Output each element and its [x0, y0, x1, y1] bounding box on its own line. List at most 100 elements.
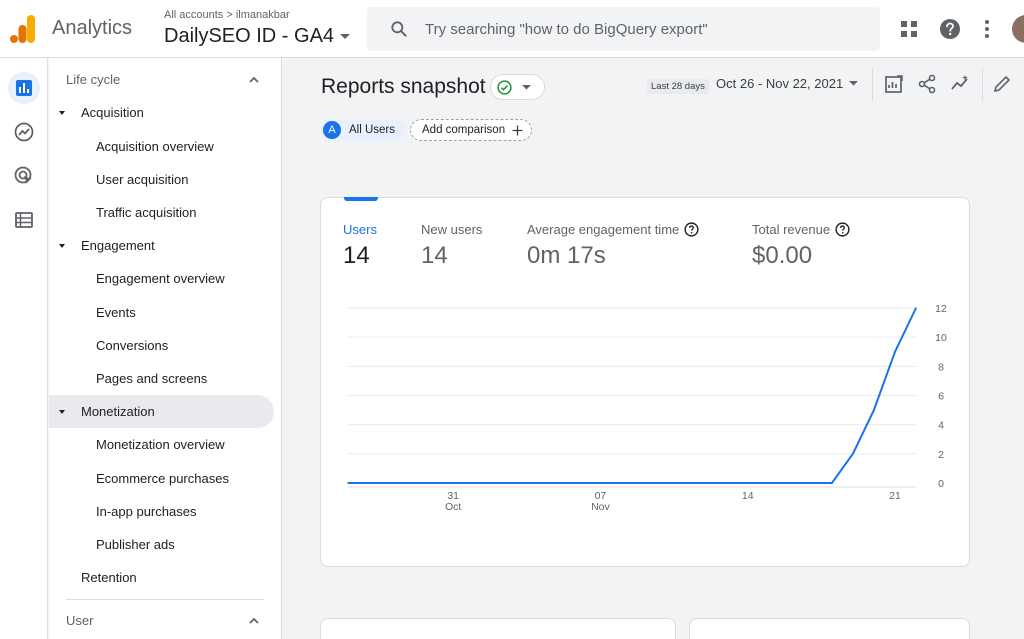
- metric-value: 14: [421, 242, 448, 269]
- search-icon: [391, 21, 407, 37]
- metric-value: $0.00: [752, 242, 813, 269]
- share-icon[interactable]: [917, 74, 937, 94]
- data-point: [536, 482, 539, 484]
- data-point: [557, 482, 560, 484]
- data-point: [641, 482, 644, 484]
- metric-tab-avg-engagement-time[interactable]: Average engagement time 0m 17s: [527, 222, 699, 270]
- nav-item-pages-and-screens[interactable]: Pages and screens: [96, 371, 208, 386]
- metric-tab-users[interactable]: Users 14: [343, 222, 377, 270]
- metric-tab-new-users[interactable]: New users 14: [421, 222, 482, 270]
- metric-label: Total revenue: [752, 222, 831, 237]
- data-point: [810, 482, 812, 484]
- nav-group-engagement[interactable]: Engagement: [49, 229, 274, 262]
- metric-label: Average engagement time: [527, 222, 680, 237]
- nav-divider: [66, 599, 264, 600]
- reports-nav-button[interactable]: [8, 72, 40, 104]
- advertising-nav-button[interactable]: [8, 160, 40, 192]
- data-point: [852, 453, 854, 455]
- chevron-up-icon[interactable]: [247, 73, 261, 87]
- data-point: [368, 482, 370, 484]
- segment-chip-all-users[interactable]: A All Users: [321, 119, 406, 141]
- y-tick-label: 10: [935, 332, 947, 344]
- report-status-dropdown[interactable]: [490, 74, 545, 100]
- data-point: [662, 482, 665, 484]
- add-comparison-label: Add comparison: [422, 124, 506, 136]
- selected-metric-indicator: [344, 197, 378, 201]
- search-input[interactable]: [425, 20, 845, 38]
- page-title: Reports snapshot: [321, 75, 486, 98]
- nav-item-conversions[interactable]: Conversions: [96, 338, 169, 353]
- caret-down-icon: [59, 243, 65, 248]
- y-tick-label: 6: [938, 391, 944, 403]
- nav-group-label: Acquisition: [81, 105, 144, 120]
- nav-item-monetization-overview[interactable]: Monetization overview: [96, 437, 225, 452]
- add-comparison-button[interactable]: Add comparison: [410, 119, 533, 141]
- app-title: Analytics: [52, 17, 133, 39]
- caret-down-icon: [59, 409, 65, 414]
- data-point: [683, 482, 686, 484]
- data-point: [873, 409, 875, 411]
- x-tick-day: 14: [742, 490, 754, 502]
- user-avatar[interactable]: [1012, 15, 1024, 43]
- nav-group-acquisition[interactable]: Acquisition: [49, 96, 274, 129]
- account-breadcrumb[interactable]: All accounts > ilmanakbar: [164, 9, 290, 21]
- nav-item-events[interactable]: Events: [96, 305, 136, 320]
- nav-item-ecommerce-purchases[interactable]: Ecommerce purchases: [96, 471, 229, 486]
- edit-pencil-icon[interactable]: [992, 74, 1012, 94]
- nav-item-traffic-acquisition[interactable]: Traffic acquisition: [96, 205, 197, 220]
- date-range-picker[interactable]: Oct 26 - Nov 22, 2021: [716, 76, 859, 91]
- nav-item-acquisition-overview[interactable]: Acquisition overview: [96, 139, 214, 154]
- dropdown-arrow-icon: [849, 81, 859, 86]
- help-icon[interactable]: [939, 18, 961, 40]
- y-tick-label: 4: [938, 420, 944, 432]
- left-rail: [0, 58, 48, 639]
- metric-tab-total-revenue[interactable]: Total revenue $0.00: [752, 222, 850, 270]
- nav-section-lifecycle[interactable]: Life cycle: [66, 72, 121, 87]
- data-point: [831, 482, 833, 484]
- data-point: [347, 482, 349, 484]
- y-tick-label: 0: [938, 478, 944, 490]
- y-tick-label: 8: [938, 361, 944, 373]
- nav-item-publisher-ads[interactable]: Publisher ads: [96, 537, 175, 552]
- dropdown-arrow-icon: [340, 33, 351, 39]
- apps-grid-icon[interactable]: [898, 18, 920, 40]
- nav-group-label: Monetization: [81, 404, 155, 419]
- data-point: [599, 482, 602, 484]
- series-line-users: [348, 307, 917, 484]
- nav-item-engagement-overview[interactable]: Engagement overview: [96, 271, 225, 286]
- nav-group-retention[interactable]: Retention: [81, 570, 137, 585]
- nav-group-monetization[interactable]: Monetization: [49, 395, 274, 428]
- metric-label: New users: [421, 222, 483, 237]
- data-point: [431, 482, 433, 484]
- analytics-logo-icon[interactable]: [10, 15, 36, 43]
- help-circle-icon[interactable]: [835, 222, 850, 237]
- x-tick-day: 21: [889, 490, 901, 502]
- toolbar-divider: [982, 68, 983, 101]
- more-vert-icon[interactable]: [976, 18, 998, 40]
- customize-report-icon[interactable]: [884, 74, 904, 94]
- x-tick-day: 31: [447, 490, 459, 502]
- nav-section-user[interactable]: User: [66, 613, 94, 628]
- property-selector[interactable]: DailySEO ID - GA4: [164, 25, 351, 48]
- configure-nav-button[interactable]: [8, 204, 40, 236]
- main-content: Reports snapshot Last 28 days Oct 26 - N…: [283, 58, 1024, 639]
- nav-group-label: Engagement: [81, 238, 155, 253]
- data-point: [515, 482, 518, 484]
- search-bar[interactable]: [367, 7, 880, 51]
- caret-down-icon: [59, 110, 65, 115]
- x-tick-month: Nov: [591, 501, 610, 513]
- chevron-up-icon[interactable]: [247, 614, 261, 628]
- help-circle-icon[interactable]: [684, 222, 699, 237]
- y-tick-label: 2: [938, 449, 944, 461]
- insights-icon[interactable]: [950, 74, 970, 94]
- explore-trend-icon: [14, 122, 34, 142]
- nav-item-in-app-purchases[interactable]: In-app purchases: [96, 504, 197, 519]
- x-tick-month: Oct: [445, 501, 461, 513]
- explore-nav-button[interactable]: [8, 116, 40, 148]
- nav-item-user-acquisition[interactable]: User acquisition: [96, 172, 189, 187]
- data-point: [452, 482, 454, 484]
- data-point: [725, 482, 728, 484]
- overview-metrics-card: Users 14 New users 14 Average engagement…: [320, 197, 970, 567]
- toolbar-divider: [872, 68, 873, 101]
- data-point: [767, 482, 770, 484]
